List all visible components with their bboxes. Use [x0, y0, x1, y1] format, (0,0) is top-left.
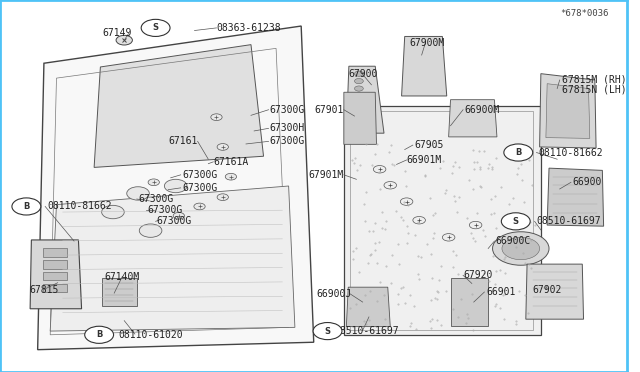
Circle shape [355, 78, 364, 84]
Polygon shape [38, 26, 314, 350]
Text: 08363-61238: 08363-61238 [216, 23, 281, 33]
Circle shape [442, 234, 455, 241]
Polygon shape [344, 92, 376, 144]
Text: 67161A: 67161A [213, 157, 248, 167]
Text: 67300G: 67300G [182, 170, 217, 180]
Circle shape [313, 323, 342, 340]
Polygon shape [451, 278, 488, 326]
Circle shape [355, 116, 364, 121]
Circle shape [164, 179, 187, 193]
Text: 67815M (RH): 67815M (RH) [561, 75, 626, 85]
Text: 67920: 67920 [463, 270, 492, 280]
Circle shape [102, 205, 124, 219]
Polygon shape [401, 36, 447, 96]
Text: B: B [23, 202, 29, 211]
Text: 67300H: 67300H [270, 124, 305, 133]
Text: 66901M: 66901M [406, 155, 442, 165]
Circle shape [502, 237, 540, 260]
Circle shape [173, 212, 184, 219]
Text: B: B [96, 330, 102, 339]
Text: 66900M: 66900M [464, 105, 500, 115]
Circle shape [217, 144, 228, 150]
Text: 08110-81662: 08110-81662 [47, 202, 112, 211]
Polygon shape [346, 66, 384, 133]
Text: 66900J: 66900J [316, 289, 351, 299]
Bar [43, 248, 67, 257]
Circle shape [12, 198, 41, 215]
Text: 67905: 67905 [414, 140, 444, 150]
Circle shape [355, 86, 364, 91]
Circle shape [384, 182, 397, 189]
Circle shape [140, 224, 162, 237]
Polygon shape [547, 168, 604, 226]
Circle shape [413, 217, 426, 224]
Circle shape [355, 108, 364, 113]
Text: 08510-61697: 08510-61697 [536, 217, 601, 226]
Circle shape [225, 173, 237, 180]
Text: 66900C: 66900C [496, 236, 531, 246]
Text: 67900: 67900 [348, 70, 378, 79]
Text: 66900: 66900 [572, 177, 602, 187]
Text: 67901: 67901 [314, 105, 344, 115]
Circle shape [400, 198, 413, 205]
Text: 66901: 66901 [486, 287, 516, 297]
Circle shape [493, 232, 549, 265]
Text: 67901M: 67901M [308, 170, 344, 180]
Circle shape [148, 179, 159, 186]
Polygon shape [526, 264, 584, 319]
Bar [43, 260, 67, 269]
Text: S: S [152, 23, 159, 32]
Circle shape [504, 144, 532, 161]
Polygon shape [449, 100, 497, 137]
Text: 67140M: 67140M [105, 272, 140, 282]
Text: S: S [513, 217, 519, 226]
Circle shape [355, 101, 364, 106]
Text: 67300G: 67300G [147, 205, 182, 215]
Polygon shape [94, 45, 264, 167]
Polygon shape [102, 278, 137, 306]
Text: 67815: 67815 [29, 285, 59, 295]
Circle shape [373, 166, 386, 173]
Text: 67300G: 67300G [270, 137, 305, 146]
Circle shape [355, 123, 364, 128]
Circle shape [355, 71, 364, 76]
Text: S: S [324, 327, 330, 336]
Polygon shape [344, 106, 541, 335]
Polygon shape [30, 240, 81, 309]
Text: B: B [515, 148, 522, 157]
Text: 67902: 67902 [532, 285, 562, 295]
Circle shape [501, 213, 530, 230]
Text: *678*0036: *678*0036 [560, 9, 609, 17]
Polygon shape [540, 74, 596, 148]
Circle shape [217, 194, 228, 201]
Circle shape [116, 35, 132, 45]
Circle shape [469, 221, 482, 229]
Circle shape [194, 203, 205, 210]
Circle shape [127, 187, 149, 200]
Text: 08510-61697: 08510-61697 [335, 326, 399, 336]
Circle shape [355, 93, 364, 99]
Bar [43, 272, 67, 280]
Text: 67300G: 67300G [182, 183, 217, 193]
Bar [43, 284, 67, 292]
Circle shape [141, 19, 170, 36]
Text: 08110-61020: 08110-61020 [118, 330, 183, 340]
Text: 67149: 67149 [102, 29, 132, 38]
Text: 67300G: 67300G [157, 217, 192, 226]
Polygon shape [546, 84, 590, 138]
Text: 67900M: 67900M [409, 38, 444, 48]
Polygon shape [50, 186, 295, 331]
Circle shape [84, 326, 113, 343]
Text: 67300G: 67300G [138, 194, 173, 204]
Text: 67161: 67161 [168, 137, 198, 146]
Text: 67300G: 67300G [270, 105, 305, 115]
Polygon shape [346, 287, 390, 327]
Text: 08110-81662: 08110-81662 [538, 148, 603, 157]
Text: 67815N (LH): 67815N (LH) [561, 84, 626, 94]
Circle shape [211, 114, 222, 121]
